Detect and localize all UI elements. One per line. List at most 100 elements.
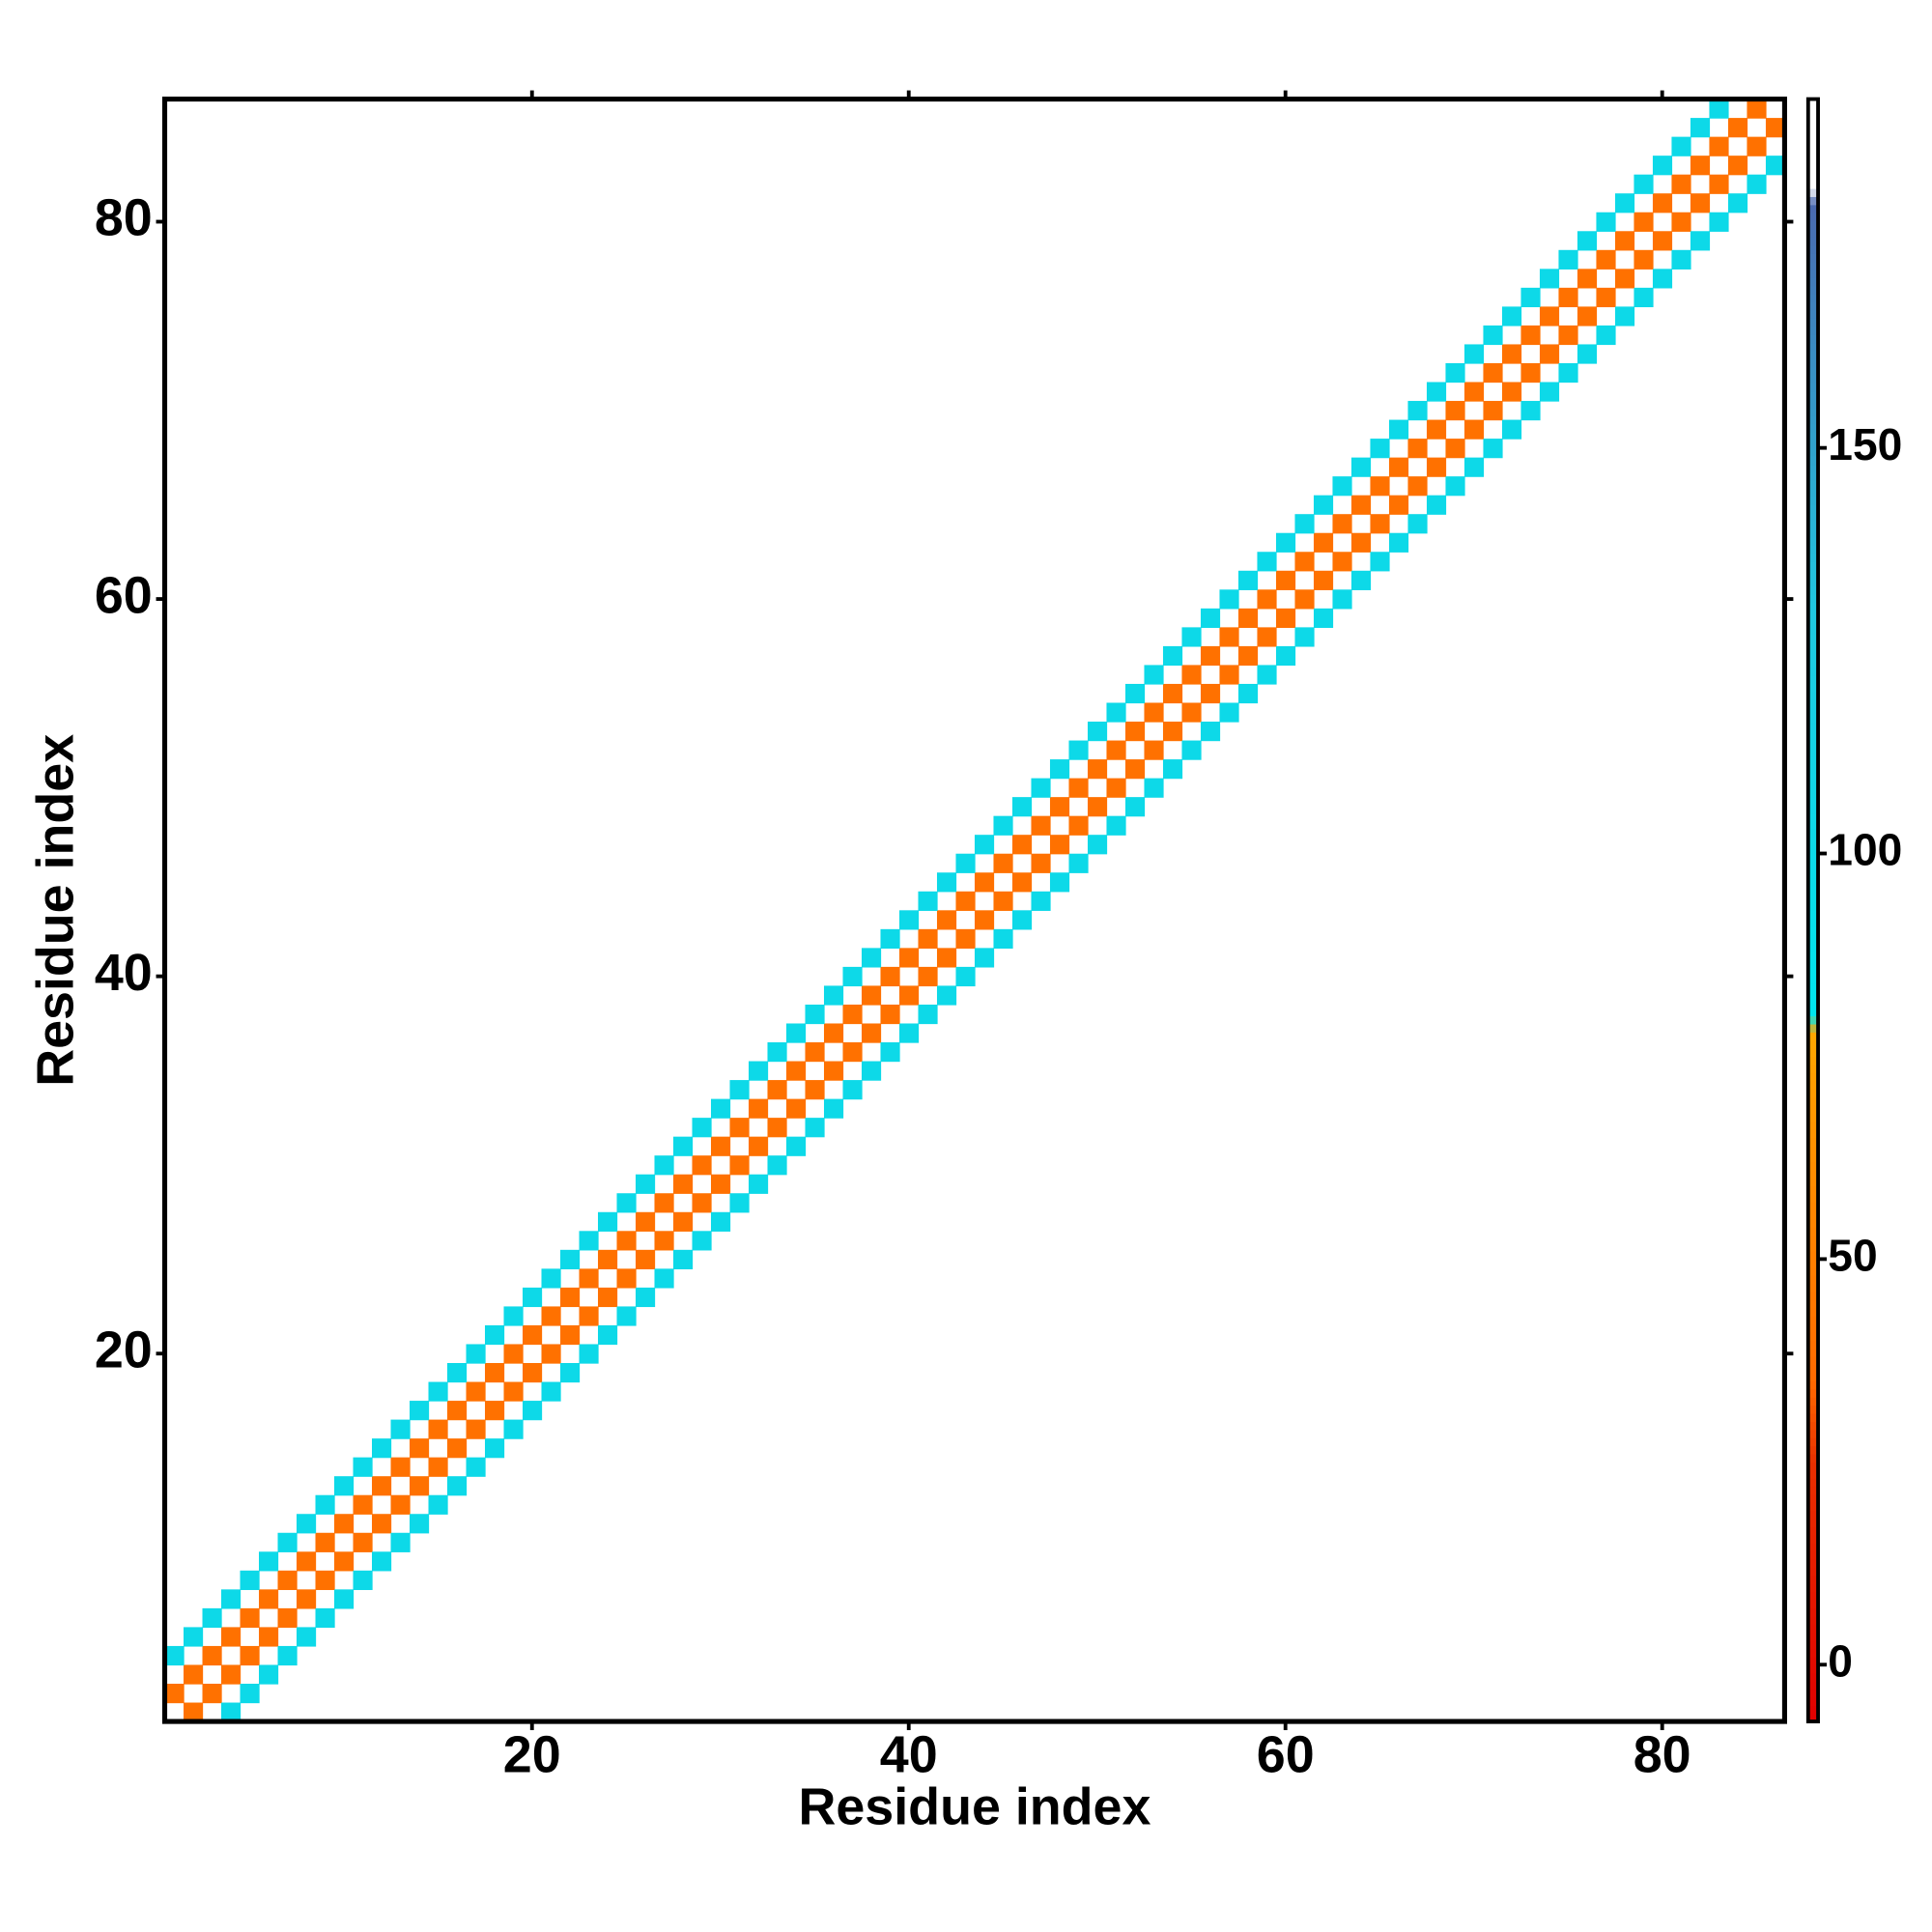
colorbar-slice — [1807, 739, 1819, 749]
heatmap-cell — [1539, 382, 1560, 402]
heatmap-cell — [184, 1702, 204, 1722]
heatmap-cell — [748, 1174, 769, 1194]
heatmap-cell — [484, 1438, 505, 1459]
heatmap-cell — [1671, 249, 1691, 270]
heatmap-cell — [1483, 362, 1503, 384]
heatmap-cell — [466, 1381, 486, 1402]
heatmap-cell — [1558, 249, 1578, 270]
heatmap-cell — [1011, 797, 1033, 817]
heatmap-cell — [1144, 778, 1164, 798]
heatmap-cell — [1652, 231, 1673, 251]
heatmap-cell — [484, 1401, 505, 1421]
heatmap-cell — [372, 1438, 392, 1459]
colorbar-slice — [1807, 342, 1819, 352]
heatmap-cell — [635, 1287, 656, 1308]
colorbar-slice — [1807, 390, 1819, 400]
heatmap-cell — [579, 1231, 599, 1251]
heatmap-cell — [767, 1155, 787, 1176]
colorbar-slice — [1807, 1493, 1819, 1503]
heatmap-cell — [446, 1476, 468, 1496]
heatmap-cell — [1162, 759, 1183, 780]
heatmap-cell — [823, 1061, 844, 1081]
heatmap-cell — [1200, 645, 1221, 667]
colorbar-slice — [1807, 967, 1819, 977]
heatmap-cell — [1614, 306, 1635, 327]
heatmap-cell — [767, 1118, 787, 1138]
heatmap-cell — [993, 853, 1013, 873]
heatmap-cell — [277, 1607, 298, 1629]
colorbar-tick-label: 150 — [1828, 419, 1902, 469]
colorbar-slice — [1807, 1307, 1819, 1317]
colorbar-slice — [1807, 1316, 1819, 1325]
x-axis-label: Residue index — [798, 1778, 1151, 1836]
heatmap-cell — [503, 1419, 524, 1439]
heatmap-cell — [559, 1324, 581, 1346]
heatmap-cell — [1219, 702, 1239, 723]
colorbar-slice — [1807, 772, 1819, 781]
colorbar-slice — [1807, 1235, 1819, 1244]
heatmap-cell — [446, 1401, 468, 1421]
colorbar-slice — [1807, 1185, 1819, 1195]
colorbar-slice — [1807, 1543, 1819, 1552]
heatmap-cell — [823, 1098, 844, 1119]
colorbar-slice — [1807, 1462, 1819, 1471]
heatmap-cell — [616, 1231, 637, 1251]
heatmap-cell — [974, 835, 995, 855]
heatmap-cell — [1520, 401, 1541, 421]
heatmap-cell — [1350, 570, 1372, 590]
colorbar-slice — [1807, 106, 1819, 117]
colorbar-slice — [1807, 1502, 1819, 1512]
heatmap-cell — [428, 1457, 448, 1477]
heatmap-cell — [315, 1607, 335, 1629]
colorbar-slice — [1807, 1104, 1819, 1114]
heatmap-cell — [936, 985, 957, 1006]
heatmap-cell — [1181, 702, 1202, 723]
heatmap-cell — [1407, 476, 1428, 497]
heatmap-cell — [692, 1155, 712, 1176]
colorbar-slice — [1807, 480, 1819, 490]
heatmap-cell — [955, 928, 976, 950]
y-tick-label: 80 — [95, 189, 153, 247]
colorbar-slice — [1807, 528, 1819, 538]
colorbar-slice — [1807, 942, 1819, 952]
heatmap-cell — [1049, 835, 1070, 855]
heatmap-cell — [1690, 231, 1711, 251]
heatmap-cell — [785, 1023, 807, 1043]
heatmap-cell — [729, 1193, 750, 1213]
colorbar-slice — [1807, 1421, 1819, 1431]
heatmap-cell — [842, 1004, 863, 1025]
colorbar-slice — [1807, 1137, 1819, 1147]
heatmap-cell — [1445, 362, 1465, 384]
heatmap-cell — [1068, 740, 1089, 760]
heatmap-cell — [466, 1457, 486, 1477]
colorbar-slice — [1807, 886, 1819, 895]
heatmap-cell — [259, 1551, 279, 1572]
colorbar-slice — [1807, 131, 1819, 141]
colorbar-slice — [1807, 650, 1819, 660]
heatmap-cell — [1614, 269, 1635, 289]
heatmap-cell — [297, 1514, 317, 1534]
heatmap-cell — [1370, 552, 1390, 572]
heatmap-cell — [1068, 853, 1089, 873]
colorbar-tick-label: 100 — [1828, 825, 1902, 875]
heatmap-cell — [428, 1419, 448, 1439]
heatmap-cell — [1539, 269, 1560, 289]
heatmap-cell — [823, 1023, 844, 1043]
heatmap-cell — [240, 1683, 260, 1704]
colorbar-slice — [1807, 204, 1819, 213]
colorbar-slice — [1807, 1713, 1819, 1722]
heatmap-cell — [1671, 136, 1691, 156]
colorbar-slice — [1807, 812, 1819, 822]
heatmap-cell — [710, 1098, 731, 1119]
heatmap-cell — [522, 1363, 543, 1383]
colorbar-slice — [1807, 724, 1819, 733]
heatmap-cell — [1577, 231, 1598, 251]
heatmap-cell — [1011, 835, 1033, 855]
heatmap-cell — [974, 872, 995, 893]
heatmap-cell — [654, 1268, 674, 1289]
colorbar-slice — [1807, 1664, 1819, 1674]
colorbar-slice — [1807, 1356, 1819, 1366]
heatmap-cell — [974, 910, 995, 930]
colorbar-frame — [1805, 97, 1820, 1723]
heatmap-cell — [1370, 476, 1390, 497]
